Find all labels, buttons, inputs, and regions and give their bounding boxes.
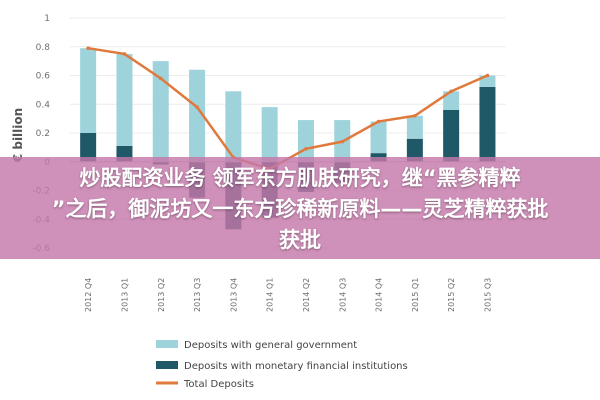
total-deposits-point — [122, 52, 127, 56]
bar-general-government — [406, 115, 423, 139]
total-deposits-point — [340, 139, 345, 144]
y-tick-label: 0.4 — [36, 100, 51, 110]
bar-monetary-financial — [80, 133, 97, 162]
bar-general-government — [297, 120, 314, 162]
bar-monetary-financial — [443, 110, 460, 162]
x-tick-label: 2014 Q4 — [375, 278, 384, 312]
total-deposits-point — [158, 76, 163, 81]
bar-general-government — [225, 91, 242, 162]
headline-banner — [0, 157, 600, 259]
y-tick-label: 0.8 — [36, 43, 51, 53]
x-tick-label: 2014 Q2 — [302, 278, 311, 312]
x-tick-label: 2013 Q2 — [157, 278, 166, 312]
y-tick-label: 1 — [44, 14, 50, 24]
x-tick-label: 2015 Q3 — [483, 278, 492, 312]
y-tick-label: 0.2 — [36, 129, 50, 139]
bar-general-government — [443, 91, 460, 110]
total-deposits-polyline — [87, 46, 488, 171]
bar-general-government — [80, 48, 97, 133]
total-deposits-line — [86, 46, 490, 171]
x-tick-label: 2012 Q4 — [84, 278, 93, 312]
legend-label-total-deposits: Total Deposits — [183, 379, 254, 390]
bar-general-government — [479, 75, 496, 87]
x-tick-label: 2015 Q2 — [447, 278, 456, 312]
x-tick-label: 2013 Q3 — [193, 278, 202, 312]
legend-label-monetary-financial: Deposits with monetary financial institu… — [184, 361, 408, 372]
bar-general-government — [370, 121, 387, 154]
total-deposits-point — [86, 46, 90, 50]
total-deposits-point — [195, 105, 199, 109]
legend-label-general-government: Deposits with general government — [184, 340, 357, 351]
bar-general-government — [152, 61, 169, 162]
x-tick-label: 2014 Q3 — [338, 278, 347, 312]
bar-general-government — [189, 69, 206, 162]
total-deposits-point — [304, 147, 308, 151]
y-axis-title: € billion — [11, 108, 25, 163]
legend: Deposits with general government Deposit… — [156, 340, 408, 390]
headline-text[interactable]: 炒股配资业务 领军东方肌肤研究，继“黑参精粹 ”之后，御泥坊又一东方珍稀新原料—… — [51, 166, 549, 252]
x-tick-label: 2013 Q4 — [229, 278, 238, 312]
total-deposits-point — [485, 73, 490, 78]
total-deposits-point — [413, 113, 417, 118]
total-deposits-point — [449, 89, 453, 94]
x-tick-label: 2015 Q1 — [411, 278, 420, 312]
x-tick-labels: 2012 Q4 2013 Q1 2013 Q2 2013 Q3 2013 Q4 2014 … — [84, 278, 492, 312]
x-tick-label: 2014 Q1 — [266, 278, 275, 312]
y-tick-label: 0.6 — [36, 72, 51, 82]
bar-general-government — [116, 53, 133, 146]
legend-swatch-general-government — [156, 340, 178, 348]
bar-general-government — [261, 107, 278, 162]
total-deposits-point — [376, 119, 381, 124]
x-tick-label: 2013 Q1 — [120, 278, 129, 312]
legend-swatch-monetary-financial — [156, 361, 178, 369]
bar-monetary-financial — [479, 87, 496, 162]
bar-monetary-financial — [406, 138, 423, 162]
